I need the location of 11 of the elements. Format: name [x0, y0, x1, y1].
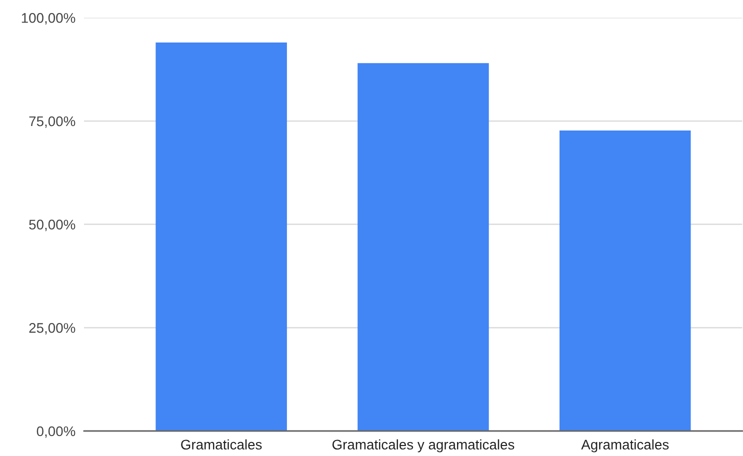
y-tick-label: 50,00%: [29, 220, 76, 232]
y-tick-label: 100,00%: [22, 13, 76, 25]
bar: [156, 42, 287, 431]
x-tick-label: Agramaticales: [581, 439, 669, 452]
y-tick-label: 25,00%: [29, 323, 76, 334]
x-tick-label: Gramaticales y agramaticales: [332, 439, 514, 452]
x-tick-label: Gramaticales: [181, 439, 262, 450]
y-tick-label: 0,00%: [36, 426, 76, 438]
bar: [560, 130, 691, 431]
y-tick-label: 75,00%: [29, 116, 76, 128]
bar: [358, 63, 489, 431]
